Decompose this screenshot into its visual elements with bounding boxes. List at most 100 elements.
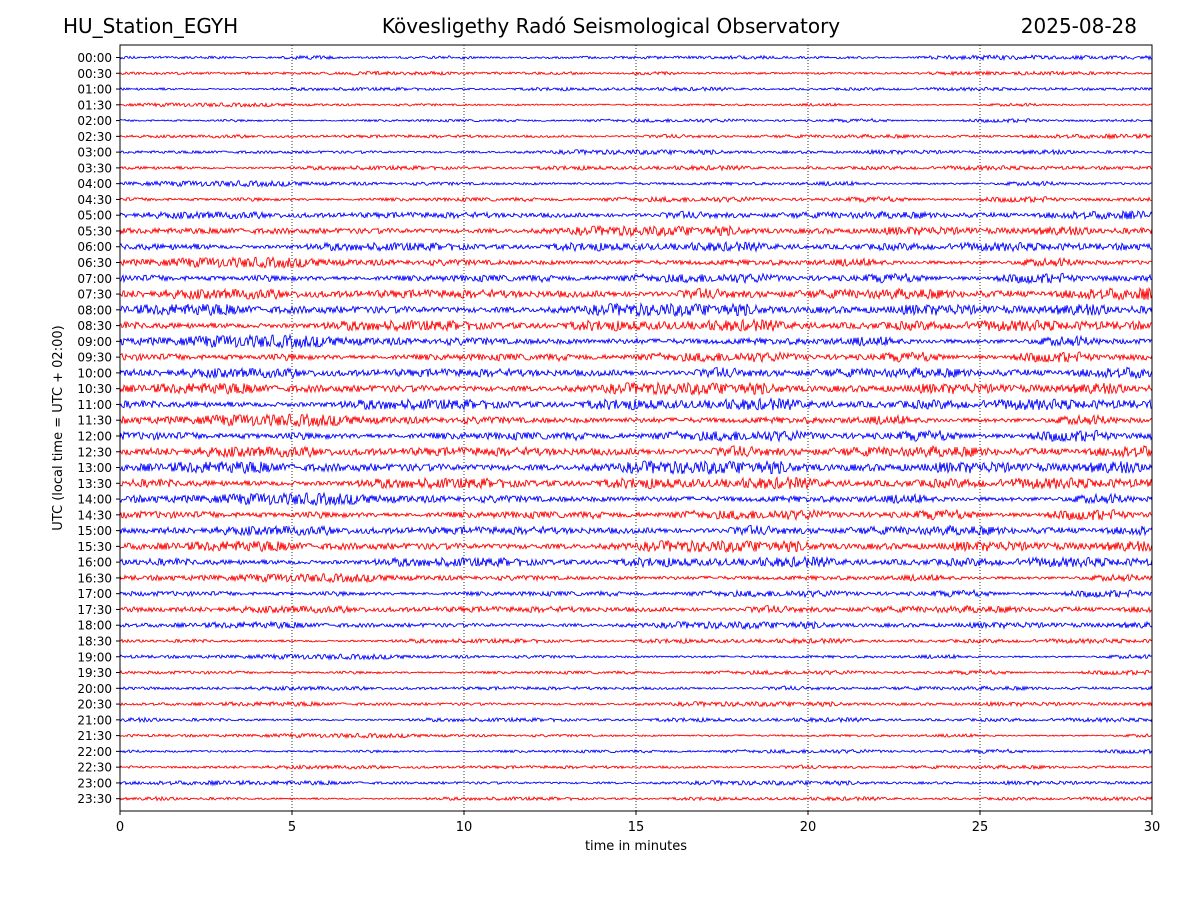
trace-0330 [119,164,1153,172]
trace-1930 [119,669,1153,677]
y-tick-label: 00:00 [77,51,112,65]
y-tick-label: 21:00 [77,713,112,727]
x-tick-label: 25 [972,820,989,835]
trace-1330 [119,475,1153,491]
trace-1500 [119,524,1153,537]
trace-2100 [119,716,1153,724]
y-tick-label: 16:00 [77,556,112,570]
trace-1730 [119,604,1153,614]
chart-title: Kövesligethy Radó Seismological Observat… [381,14,841,38]
y-tick-label: 10:00 [77,366,112,380]
trace-0630 [119,255,1153,269]
y-tick-label: 20:30 [77,698,112,712]
trace-1200 [119,429,1153,443]
x-axis-ticks: 0 5 10 15 20 25 30 [116,811,1160,835]
trace-0800 [119,301,1153,318]
y-tick-label: 03:00 [77,146,112,160]
y-tick-label: 23:00 [77,776,112,790]
y-tick-label: 13:00 [77,461,112,475]
y-tick-label: 09:30 [77,351,112,365]
y-tick-label: 15:00 [77,524,112,538]
x-tick-label: 30 [1144,820,1161,835]
y-tick-label: 05:30 [77,224,112,238]
trace-1630 [119,572,1153,584]
y-tick-label: 14:00 [77,493,112,507]
y-tick-label: 10:30 [77,382,112,396]
trace-0200 [119,117,1153,124]
y-tick-label: 19:30 [77,666,112,680]
trace-2230 [119,764,1153,771]
vertical-grid [291,45,981,811]
y-tick-label: 07:00 [77,272,112,286]
trace-0030 [119,70,1153,77]
y-tick-label: 11:30 [77,414,112,428]
trace-1230 [119,444,1153,459]
y-tick-label: 06:30 [77,256,112,270]
y-tick-label: 22:00 [77,745,112,759]
y-tick-label: 08:00 [77,303,112,317]
seismic-traces [119,54,1153,802]
y-tick-label: 13:30 [77,477,112,491]
y-tick-label: 12:00 [77,429,112,443]
y-tick-label: 04:30 [77,193,112,207]
y-tick-label: 23:30 [77,792,112,806]
trace-0000 [119,54,1153,62]
y-tick-label: 18:00 [77,619,112,633]
y-tick-label: 03:30 [77,161,112,175]
y-tick-label: 01:00 [77,83,112,97]
y-tick-label: 02:30 [77,130,112,144]
y-tick-label: 20:00 [77,682,112,696]
trace-1030 [119,381,1153,397]
y-tick-label: 17:30 [77,603,112,617]
y-tick-label: 19:00 [77,650,112,664]
trace-1830 [119,637,1153,645]
trace-0900 [119,333,1153,349]
y-tick-label: 14:30 [77,508,112,522]
station-name: HU_Station_EGYH [63,14,239,38]
trace-1430 [119,508,1153,522]
trace-0230 [119,132,1153,141]
trace-0400 [119,179,1153,189]
trace-0500 [119,210,1153,221]
trace-2030 [119,700,1153,708]
chart-date: 2025-08-28 [1020,14,1137,38]
y-tick-label: 05:00 [77,209,112,223]
x-tick-label: 15 [628,820,645,835]
trace-1130 [119,412,1153,428]
y-tick-label: 08:30 [77,319,112,333]
trace-1100 [119,396,1153,412]
trace-0100 [119,86,1153,92]
y-tick-label: 16:30 [77,571,112,585]
y-tick-label: 18:30 [77,634,112,648]
trace-2200 [119,748,1153,755]
y-tick-label: 11:00 [77,398,112,412]
trace-1400 [119,491,1153,507]
trace-0730 [119,286,1153,302]
trace-1600 [119,555,1153,569]
trace-1300 [119,459,1153,476]
trace-0600 [119,240,1153,253]
trace-1800 [119,620,1153,631]
y-tick-label: 00:30 [77,67,112,81]
x-axis-label: time in minutes [585,839,687,854]
y-tick-label: 17:00 [77,587,112,601]
trace-0700 [119,272,1153,285]
y-tick-label: 06:00 [77,240,112,254]
trace-2130 [119,732,1153,739]
x-tick-label: 0 [116,820,124,835]
y-tick-label: 02:00 [77,114,112,128]
trace-0430 [119,195,1153,204]
trace-0830 [119,318,1153,333]
trace-0300 [119,148,1153,157]
y-tick-label: 21:30 [77,729,112,743]
y-tick-label: 04:00 [77,177,112,191]
trace-1700 [119,588,1152,599]
trace-0930 [119,350,1153,364]
trace-0130 [119,101,1153,108]
trace-1000 [119,366,1153,380]
trace-2330 [119,795,1153,802]
trace-2300 [119,779,1153,787]
y-tick-label: 09:00 [77,335,112,349]
